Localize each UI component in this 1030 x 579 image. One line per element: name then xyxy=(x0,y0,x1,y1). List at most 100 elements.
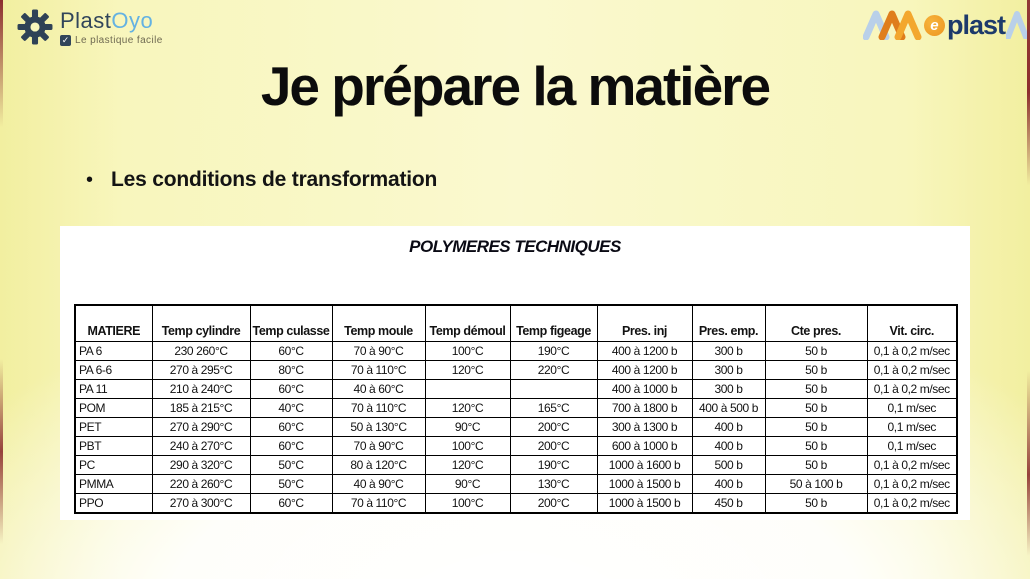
value-cell: 700 à 1800 b xyxy=(596,398,693,418)
value-cell: 300 b xyxy=(691,379,766,399)
value-cell: 200°C xyxy=(509,436,598,456)
material-cell: PMMA xyxy=(74,474,153,494)
value-cell: 0,1 à 0,2 m/sec xyxy=(866,360,958,380)
value-cell: 230 260°C xyxy=(151,341,251,361)
value-cell: 80 à 120°C xyxy=(331,455,426,475)
value-cell: 0,1 à 0,2 m/sec xyxy=(866,474,958,494)
value-cell: 0,1 à 0,2 m/sec xyxy=(866,379,958,399)
value-cell: 400 à 500 b xyxy=(691,398,766,418)
value-cell: 300 à 1300 b xyxy=(596,417,693,437)
value-cell: 70 à 110°C xyxy=(331,398,426,418)
bullet-line: • Les conditions de transformation xyxy=(86,168,437,192)
gear-icon xyxy=(17,9,53,45)
plastoyo-wordmark: PlastOyo xyxy=(60,10,163,32)
table-row: PA 11 210 à 240°C 60°C 40 à 60°C 400 à 1000 … xyxy=(74,379,958,399)
value-cell: 400 à 1200 b xyxy=(596,360,693,380)
material-cell: POM xyxy=(74,398,153,418)
value-cell: 0,1 m/sec xyxy=(866,398,958,418)
value-cell: 50 b xyxy=(764,417,868,437)
value-cell: 120°C xyxy=(424,455,511,475)
value-cell: 50 b xyxy=(764,398,868,418)
value-cell: 70 à 110°C xyxy=(331,360,426,380)
value-cell: 200°C xyxy=(509,493,598,514)
value-cell: 60°C xyxy=(249,341,333,361)
value-cell: 290 à 320°C xyxy=(151,455,251,475)
column-header: Temp culasse xyxy=(249,304,333,342)
value-cell: 270 à 295°C xyxy=(151,360,251,380)
left-edge-accent xyxy=(0,0,3,579)
value-cell: 100°C xyxy=(424,493,511,514)
value-cell: 90°C xyxy=(424,417,511,437)
table-header: MATIERE Temp cylindre Temp culasse Temp mou… xyxy=(74,304,958,342)
value-cell: 400 b xyxy=(691,417,766,437)
value-cell: 210 à 240°C xyxy=(151,379,251,399)
weplast-wordmark: plast xyxy=(946,9,1006,40)
right-edge-accent xyxy=(1027,0,1030,579)
table-row: PET 270 à 290°C 60°C 50 à 130°C 90°C 200°C 300… xyxy=(74,417,958,437)
value-cell: 70 à 110°C xyxy=(331,493,426,514)
value-cell: 50 b xyxy=(764,360,868,380)
material-cell: PET xyxy=(74,417,153,437)
value-cell: 0,1 à 0,2 m/sec xyxy=(866,455,958,475)
material-cell: PA 6 xyxy=(74,341,153,361)
value-cell: 270 à 300°C xyxy=(151,493,251,514)
value-cell: 400 à 1000 b xyxy=(596,379,693,399)
value-cell: 60°C xyxy=(249,493,333,514)
plastoyo-wordmark-oyo: Oyo xyxy=(111,8,154,33)
column-header: Temp démoul xyxy=(424,304,511,342)
value-cell: 400 b xyxy=(691,436,766,456)
weplast-e-badge: e xyxy=(923,14,945,36)
value-cell: 1000 à 1600 b xyxy=(596,455,693,475)
value-cell: 50 à 130°C xyxy=(331,417,426,437)
value-cell: 0,1 à 0,2 m/sec xyxy=(866,341,958,361)
value-cell: 600 à 1000 b xyxy=(596,436,693,456)
value-cell: 270 à 290°C xyxy=(151,417,251,437)
weplast-logo: e plast xyxy=(862,9,1028,40)
column-header: Pres. emp. xyxy=(691,304,766,342)
value-cell: 190°C xyxy=(509,455,598,475)
plastoyo-tagline-text: Le plastique facile xyxy=(75,34,163,46)
value-cell: 70 à 90°C xyxy=(331,436,426,456)
value-cell: 100°C xyxy=(424,436,511,456)
table-panel: POLYMERES TECHNIQUES MATIERE Temp cylindr… xyxy=(60,226,970,520)
value-cell: 80°C xyxy=(249,360,333,380)
material-cell: PC xyxy=(74,455,153,475)
value-cell: 240 à 270°C xyxy=(151,436,251,456)
table-body: PA 6 230 260°C 60°C 70 à 90°C 100°C 190°C 400 … xyxy=(74,341,958,514)
value-cell: 190°C xyxy=(509,341,598,361)
table-row: PA 6 230 260°C 60°C 70 à 90°C 100°C 190°C 400 … xyxy=(74,341,958,361)
value-cell: 60°C xyxy=(249,417,333,437)
plastoyo-wordmark-plast: Plast xyxy=(60,8,112,33)
material-cell: PPO xyxy=(74,493,153,514)
table-row: PPO 270 à 300°C 60°C 70 à 110°C 100°C 200°C 10… xyxy=(74,493,958,514)
table-row: PMMA 220 à 260°C 50°C 40 à 90°C 90°C 130°C 100… xyxy=(74,474,958,494)
checkbox-check-icon: ✓ xyxy=(60,35,71,46)
value-cell: 40 à 90°C xyxy=(331,474,426,494)
value-cell: 50 b xyxy=(764,379,868,399)
value-cell: 0,1 à 0,2 m/sec xyxy=(866,493,958,514)
value-cell: 50°C xyxy=(249,474,333,494)
column-header: Pres. inj xyxy=(596,304,693,342)
value-cell: 50 b xyxy=(764,493,868,514)
value-cell: 300 b xyxy=(691,341,766,361)
value-cell: 70 à 90°C xyxy=(331,341,426,361)
value-cell: 400 b xyxy=(691,474,766,494)
plastoyo-tagline: ✓ Le plastique facile xyxy=(60,35,163,46)
column-header: Vit. circ. xyxy=(866,304,958,342)
value-cell: 50 b xyxy=(764,436,868,456)
value-cell: 50 b xyxy=(764,455,868,475)
column-header: Temp moule xyxy=(331,304,426,342)
value-cell: 400 à 1200 b xyxy=(596,341,693,361)
value-cell: 185 à 215°C xyxy=(151,398,251,418)
material-cell: PA 6-6 xyxy=(74,360,153,380)
value-cell xyxy=(424,379,511,399)
value-cell: 220°C xyxy=(509,360,598,380)
value-cell: 165°C xyxy=(509,398,598,418)
page-title: Je prépare la matière xyxy=(260,55,771,117)
value-cell: 50 b xyxy=(764,341,868,361)
weplast-w-mark-icon xyxy=(862,10,922,40)
value-cell: 1000 à 1500 b xyxy=(596,493,693,514)
value-cell: 90°C xyxy=(424,474,511,494)
column-header: Cte pres. xyxy=(764,304,868,342)
